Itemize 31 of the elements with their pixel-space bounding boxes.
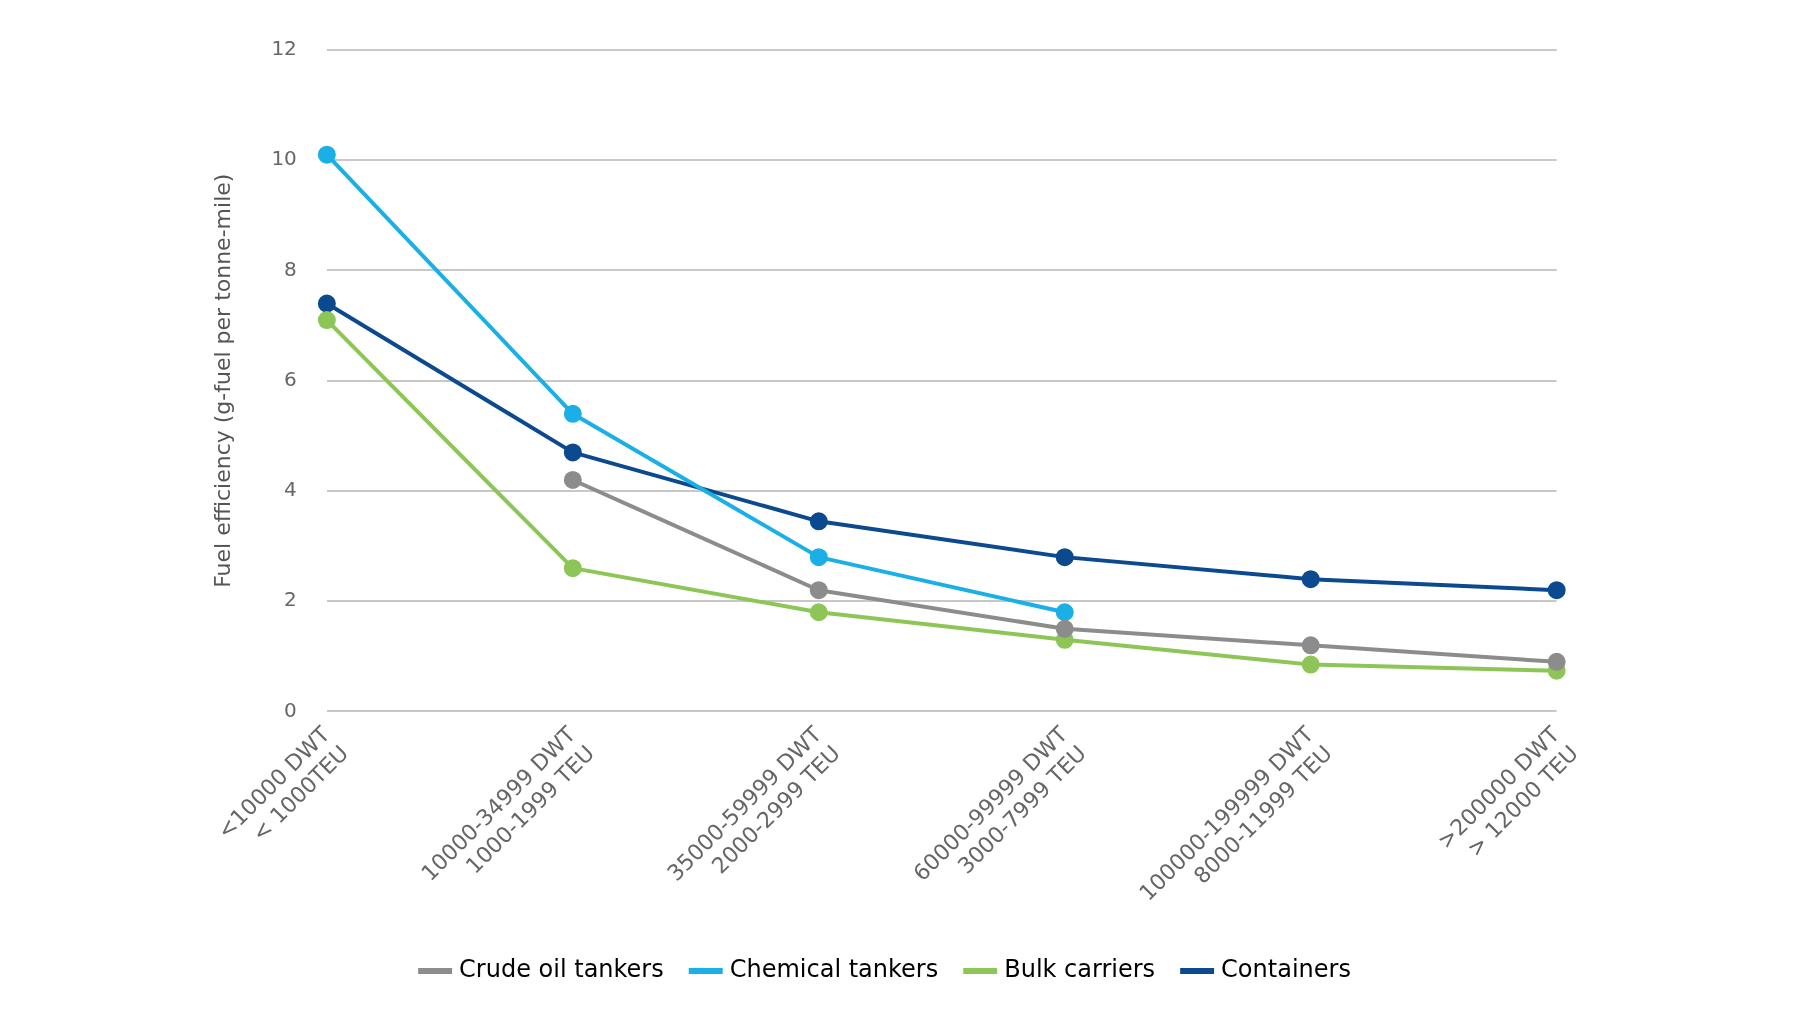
point	[563, 443, 582, 462]
point	[563, 559, 582, 578]
point	[1547, 581, 1566, 600]
point	[563, 404, 582, 423]
legend-label: Bulk carriers	[1004, 955, 1156, 984]
point	[809, 512, 828, 531]
y-tick-label: 12	[271, 36, 297, 61]
point	[809, 603, 828, 622]
point	[1301, 655, 1320, 674]
point	[1055, 619, 1074, 638]
y-tick-label: 2	[284, 587, 297, 612]
y-tick-label: 10	[271, 146, 297, 171]
point	[1547, 652, 1566, 671]
point	[317, 311, 336, 330]
point	[1301, 570, 1320, 589]
point	[317, 294, 336, 313]
point	[809, 548, 828, 567]
point	[1055, 603, 1074, 622]
y-tick-label: 4	[284, 477, 297, 502]
point	[563, 470, 582, 489]
legend-label: Crude oil tankers	[459, 955, 664, 984]
point	[809, 581, 828, 600]
y-axis-title: Fuel efficiency (g-fuel per tonne-mile)	[209, 173, 235, 588]
legend-label: Containers	[1221, 955, 1351, 984]
point	[1055, 548, 1074, 567]
y-tick-label: 0	[284, 697, 297, 722]
point	[317, 145, 336, 164]
y-tick-label: 8	[284, 256, 297, 281]
point	[1301, 636, 1320, 655]
legend-label: Chemical tankers	[729, 955, 939, 984]
y-tick-label: 6	[284, 366, 297, 391]
